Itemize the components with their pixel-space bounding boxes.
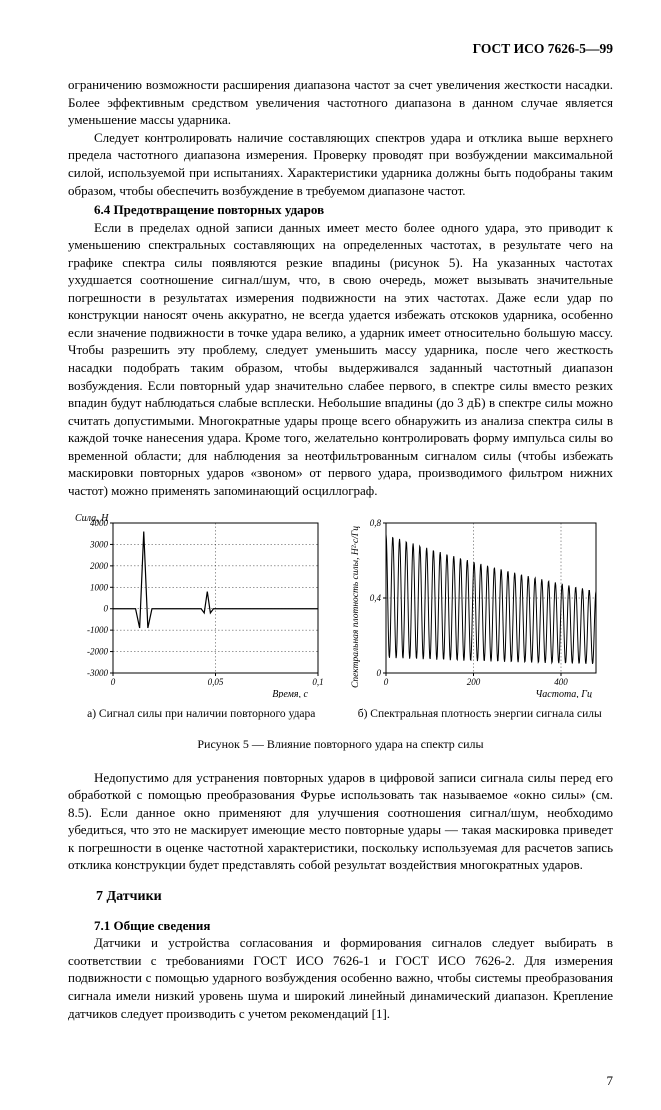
caption-b: б) Спектральная плотность энергии сигнал… (347, 707, 614, 723)
svg-text:-3000: -3000 (87, 668, 108, 678)
svg-text:0: 0 (383, 677, 388, 687)
svg-text:3000: 3000 (89, 540, 109, 550)
svg-text:0: 0 (376, 668, 381, 678)
para-window: Недопустимо для устранения повторных уда… (68, 769, 613, 874)
figure-5: -3000-2000-10000100020003000400000,050,1… (68, 513, 613, 703)
svg-text:Частота, Гц: Частота, Гц (535, 689, 592, 698)
svg-text:0: 0 (104, 604, 109, 614)
chart-b: 0 0,4 0,8 0 200 400 Спектральная плотность сил… (346, 513, 614, 703)
svg-text:Время, с: Время, с (272, 689, 308, 698)
svg-text:200: 200 (466, 677, 480, 687)
caption-a: а) Сигнал силы при наличии повторного уд… (68, 707, 335, 723)
svg-text:400: 400 (554, 677, 568, 687)
page-number: 7 (68, 1072, 613, 1090)
para-6-4: Если в пределах одной записи данных имее… (68, 219, 613, 500)
chart-a: -3000-2000-10000100020003000400000,050,1… (68, 513, 336, 703)
svg-text:-1000: -1000 (87, 625, 108, 635)
svg-text:0,1: 0,1 (312, 677, 323, 687)
svg-text:0,8: 0,8 (369, 518, 381, 528)
svg-text:Спектральная плотность силы, Н: Спектральная плотность силы, Н²·с/Гц (351, 526, 361, 688)
para-2: Следует контролировать наличие составляю… (68, 129, 613, 199)
svg-text:Сила, Н: Сила, Н (75, 513, 109, 524)
svg-text:0: 0 (111, 677, 116, 687)
svg-text:1000: 1000 (90, 583, 109, 593)
subsection-6-4: 6.4 Предотвращение повторных ударов (68, 201, 613, 219)
figure-title: Рисунок 5 — Влияние повторного удара на … (68, 736, 613, 752)
subsection-7-1: 7.1 Общие сведения (68, 917, 613, 935)
doc-header: ГОСТ ИСО 7626-5—99 (68, 40, 613, 58)
svg-text:2000: 2000 (90, 561, 109, 571)
svg-text:-2000: -2000 (87, 647, 108, 657)
section-7: 7 Датчики (96, 888, 613, 907)
para-1: ограничению возможности расширения диапа… (68, 76, 613, 129)
para-7-1: Датчики и устройства согласования и форм… (68, 934, 613, 1022)
svg-text:0,4: 0,4 (369, 593, 381, 603)
svg-text:0,05: 0,05 (208, 677, 224, 687)
